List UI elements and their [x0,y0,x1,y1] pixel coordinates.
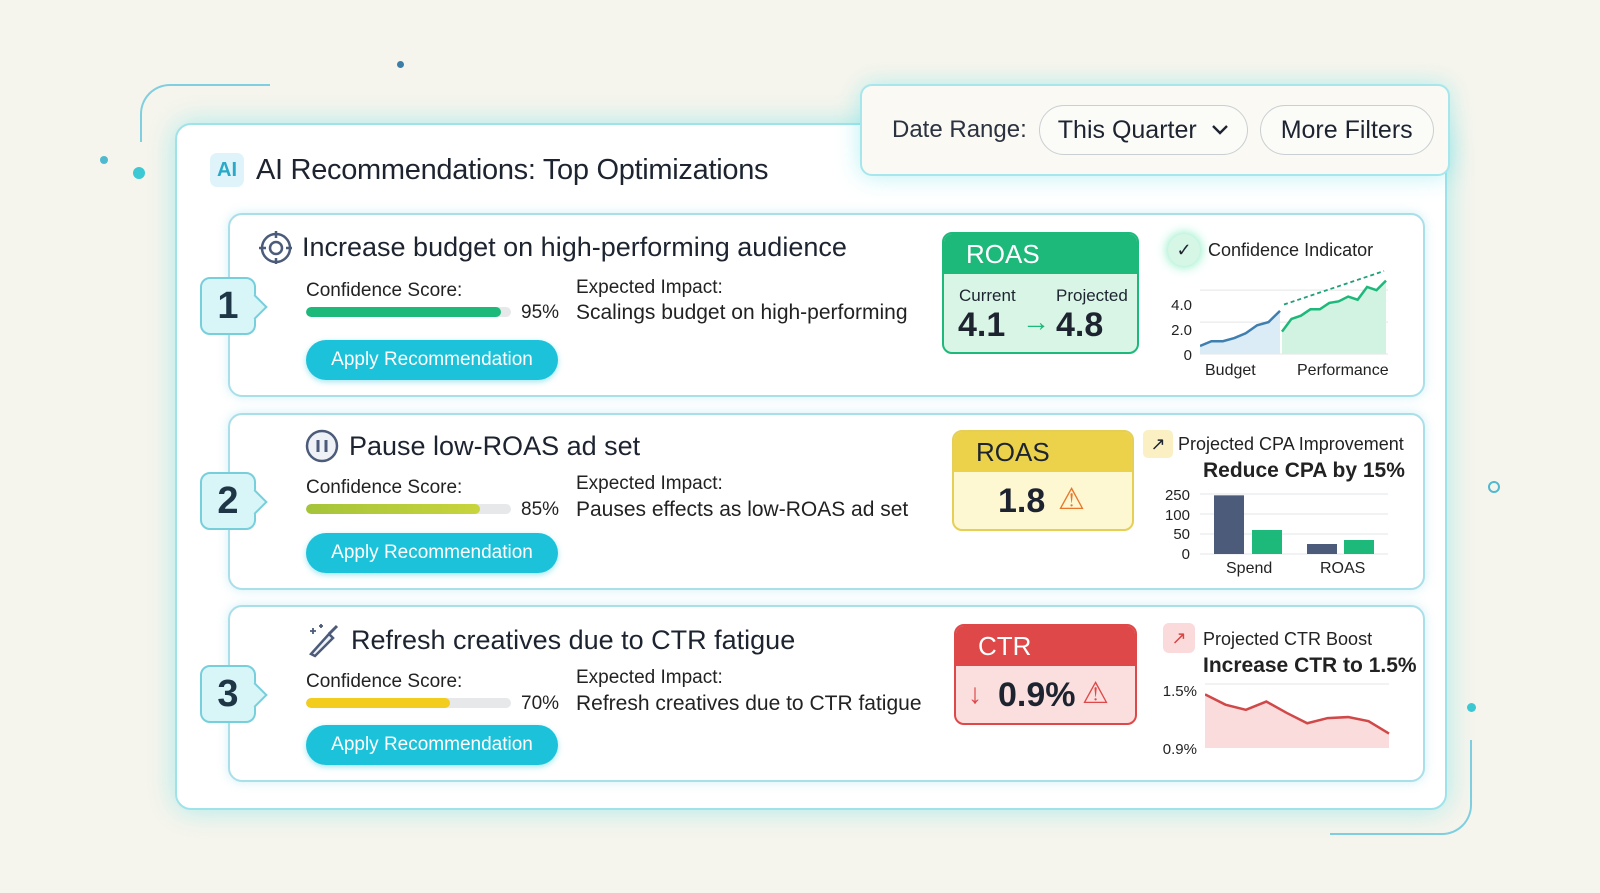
confidence-label: Confidence Score: [306,477,463,498]
decor-dot [100,156,108,164]
page-title: AI Recommendations: Top Optimizations [256,153,769,186]
projection-arrow [1283,270,1385,306]
y-tick: 0 [1183,347,1192,364]
x-label: Performance [1297,362,1389,379]
confidence-bar [306,504,511,514]
performance-line [1280,279,1387,333]
confidence-value: 85% [521,499,560,520]
y-tick: 0.9% [1162,741,1197,758]
arrow-right-icon: → [1022,306,1050,337]
y-tick: 1.5% [1162,683,1197,700]
rank-badge: 1 [200,277,256,335]
date-range-label: Date Range: [892,116,1027,143]
target-icon [259,231,292,264]
y-tick: 50 [1173,526,1190,543]
bar [1252,530,1282,554]
budget-area [1200,310,1280,354]
check-icon: ✓ [1168,234,1200,266]
confidence-value: 70% [521,693,560,714]
bar [1344,540,1374,554]
bar [1214,495,1244,554]
confidence-label: Confidence Score: [306,671,463,692]
impact-label: Expected Impact: [576,473,723,494]
rank-badge: 3 [200,665,256,723]
impact-label: Expected Impact: [576,667,723,688]
ctr-area-chart [1205,683,1390,748]
apply-recommendation-button[interactable]: Apply Recommendation [306,725,558,765]
confidence-value: 95% [521,302,560,323]
projected-label: Projected [1056,286,1128,305]
metric-name: ROAS [944,234,1137,274]
title-text: Pause low-ROAS ad set [349,430,641,461]
performance-area [1282,280,1386,354]
decor-frame-top-left [140,84,270,142]
metric-value: 1.8 [998,482,1046,520]
panel-header: AI AI Recommendations: Top Optimizations [210,153,769,187]
confidence-label: Confidence Score: [306,280,463,301]
warning-icon: ⚠ [1058,483,1085,516]
decor-dot [1488,481,1500,493]
x-label: Budget [1205,362,1256,379]
current-value: 4.1 [958,306,1006,344]
impact-label: Expected Impact: [576,277,723,298]
projected-value: 4.8 [1056,306,1104,344]
side-title: Projected CTR Boost [1203,629,1373,649]
confidence-bar [306,307,511,317]
x-label: ROAS [1320,560,1366,577]
paintbrush-icon [308,624,339,658]
impact-text: Pauses effects as low-ROAS ad set [576,498,909,521]
ai-icon: AI [210,153,244,187]
rank-badge: 2 [200,472,256,530]
y-tick: 2.0 [1171,322,1192,339]
metric-value: 0.9% [998,676,1076,714]
filter-bar: Date Range: This Quarter More Filters [860,84,1450,176]
current-label: Current [959,286,1016,305]
decor-dot [133,167,145,179]
more-filters-label: More Filters [1280,115,1413,144]
budget-line [1200,310,1281,348]
y-tick: 0 [1181,546,1190,563]
y-tick: 4.0 [1171,297,1192,314]
decor-frame-bottom-right [1330,740,1472,835]
date-range-dropdown[interactable]: This Quarter [1038,105,1248,155]
more-filters-button[interactable]: More Filters [1259,105,1434,155]
confidence-bar [306,698,511,708]
down-arrow-icon: ↓ [968,678,982,709]
side-headline: Increase CTR to 1.5% [1203,654,1417,677]
bar [1307,544,1337,554]
trend-arrow-icon: ↗ [1143,430,1173,458]
recommendation-title: Pause low-ROAS ad set [305,429,640,463]
recommendation-title: Increase budget on high-performing audie… [258,230,847,264]
side-headline: Reduce CPA by 15% [1203,459,1405,482]
confidence-line-chart [1200,270,1388,355]
apply-recommendation-button[interactable]: Apply Recommendation [306,340,558,380]
recommendation-title: Refresh creatives due to CTR fatigue [305,622,795,658]
impact-text: Refresh creatives due to CTR fatigue [576,692,922,715]
trending-up-icon: ↗ [1163,623,1195,653]
y-tick: 250 [1164,487,1190,504]
y-tick: 100 [1164,507,1190,524]
chevron-down-icon [1211,125,1228,135]
warning-icon: ⚠ [1082,677,1109,710]
roas-metric-card: ROAS Current Projected 4.1 → 4.8 [942,232,1139,354]
decor-dot [1467,703,1476,712]
impact-text: Scalings budget on high-performing [576,301,908,324]
pause-icon [305,429,339,463]
date-range-value: This Quarter [1057,115,1197,144]
x-label: Spend [1226,560,1273,577]
cpa-bar-chart [1200,493,1388,555]
metric-name: CTR [956,626,1135,666]
ctr-line [1205,693,1390,735]
decor-dot [397,61,404,68]
apply-recommendation-button[interactable]: Apply Recommendation [306,533,558,573]
ctr-metric-card: CTR ↓ 0.9% ⚠ [954,624,1137,725]
title-text: Refresh creatives due to CTR fatigue [351,624,796,655]
side-title: Projected CPA Improvement [1178,434,1404,454]
roas-metric-card: ROAS 1.8 ⚠ [952,430,1134,531]
metric-name: ROAS [954,432,1132,472]
title-text: Increase budget on high-performing audie… [302,231,847,262]
ctr-area [1205,694,1389,748]
side-title: Confidence Indicator [1208,240,1374,260]
